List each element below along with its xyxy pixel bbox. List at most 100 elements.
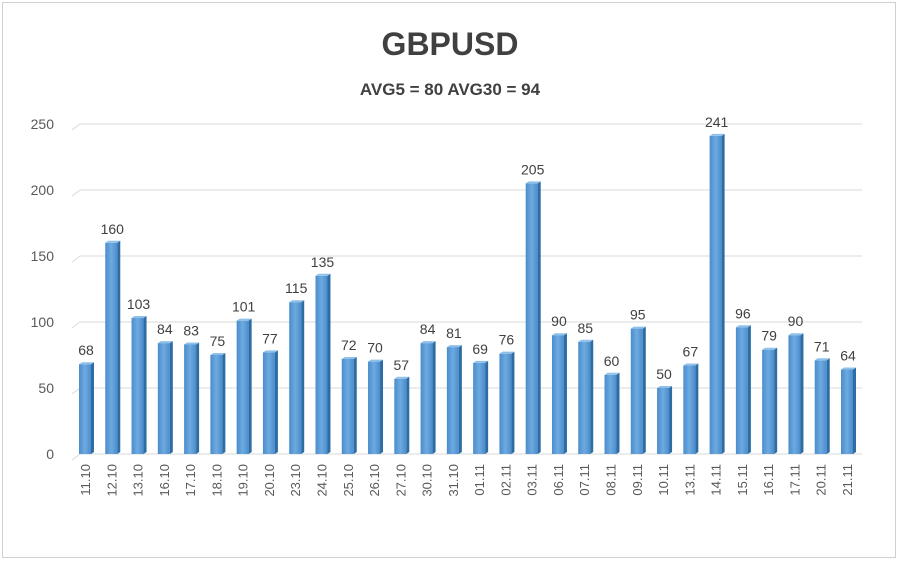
x-tick-label: 06.11 [551, 464, 566, 496]
bar [657, 388, 670, 454]
bar-side [590, 339, 594, 454]
data-label: 79 [761, 328, 777, 344]
bar [630, 328, 643, 454]
bar-top [315, 273, 331, 276]
y-tick-label: 200 [31, 182, 55, 198]
data-label: 70 [367, 340, 383, 356]
bar [289, 302, 302, 454]
data-label: 50 [656, 366, 672, 382]
bar [262, 352, 275, 454]
bar-top [604, 372, 620, 375]
x-tick-label: 23.10 [288, 464, 303, 497]
y-tick-label: 100 [31, 314, 55, 330]
x-tick-label: 14.11 [709, 464, 724, 496]
bar-top [735, 325, 751, 328]
data-label: 64 [840, 348, 856, 364]
bar [236, 320, 249, 454]
bar-side [353, 356, 357, 454]
bar-top [788, 333, 804, 336]
bar-top [341, 356, 357, 359]
bar [184, 344, 197, 454]
bar-top [184, 342, 200, 345]
x-tick-label: 17.11 [787, 464, 802, 496]
data-label: 160 [101, 221, 125, 237]
data-label: 84 [420, 321, 436, 337]
bar-side [774, 347, 778, 454]
bar [604, 374, 617, 454]
bar [315, 275, 328, 454]
bar-top [262, 350, 278, 353]
x-tick-label: 19.10 [236, 464, 251, 497]
y-tick-label: 150 [31, 248, 55, 264]
bar-top [499, 351, 515, 354]
bar [131, 318, 144, 454]
bar-side [853, 367, 856, 454]
bar-side [222, 353, 226, 454]
chart-subtitle: AVG5 = 80 AVG30 = 94 [359, 80, 541, 99]
data-label: 68 [78, 342, 94, 358]
bar-top [473, 360, 489, 363]
data-label: 76 [499, 332, 515, 348]
data-label: 101 [232, 299, 256, 315]
bar-side [695, 363, 699, 454]
bar-side [800, 333, 804, 454]
bar-top [683, 363, 699, 366]
x-tick-label: 30.10 [420, 464, 435, 497]
bar-top [157, 341, 173, 344]
data-label: 72 [341, 337, 357, 353]
bar-side [747, 325, 751, 454]
bar [814, 360, 827, 454]
bar [368, 361, 381, 454]
bar [551, 335, 564, 454]
bar-top [525, 181, 541, 184]
data-label: 95 [630, 307, 646, 323]
bar-side [563, 333, 567, 454]
bar [394, 378, 407, 454]
chart-title: GBPUSD [381, 26, 519, 62]
bar-side [327, 273, 331, 454]
bar-top [762, 347, 778, 350]
data-label: 96 [735, 305, 751, 321]
y-tick-label: 250 [31, 116, 55, 132]
x-tick-label: 12.10 [104, 464, 119, 497]
bar [341, 358, 354, 454]
bar [157, 343, 170, 454]
bar-side [117, 240, 121, 454]
data-label: 60 [604, 353, 620, 369]
y-tick-label: 0 [46, 446, 54, 462]
bar-top [446, 345, 462, 348]
bar-side [274, 350, 278, 454]
data-label: 57 [394, 357, 410, 373]
x-tick-label: 27.10 [393, 464, 408, 497]
bar-side [537, 181, 541, 454]
bar [683, 365, 696, 454]
gridline-slant [71, 387, 81, 395]
x-tick-label: 24.10 [314, 464, 329, 497]
bar [578, 341, 591, 454]
data-label: 83 [183, 322, 199, 338]
gridline-slant [71, 453, 81, 461]
x-tick-label: 16.11 [761, 464, 776, 496]
bar-top [236, 318, 252, 321]
bar [446, 347, 459, 454]
bar-side [642, 326, 646, 454]
data-label: 69 [472, 341, 488, 357]
x-tick-label: 25.10 [341, 464, 356, 497]
x-tick-label: 15.11 [735, 464, 750, 496]
bar [525, 183, 538, 454]
bar-top [131, 316, 147, 319]
bar-top [394, 376, 410, 379]
bar-top [657, 386, 673, 388]
gridline-slant [71, 255, 81, 263]
x-tick-label: 11.10 [78, 464, 93, 496]
data-label: 67 [683, 344, 699, 360]
bar [841, 369, 853, 454]
x-tick-label: 20.11 [814, 464, 829, 496]
data-label: 71 [814, 338, 830, 354]
data-label: 84 [157, 321, 173, 337]
bar-side [143, 316, 147, 454]
x-tick-label: 26.10 [367, 464, 382, 497]
bar-top [578, 339, 594, 342]
